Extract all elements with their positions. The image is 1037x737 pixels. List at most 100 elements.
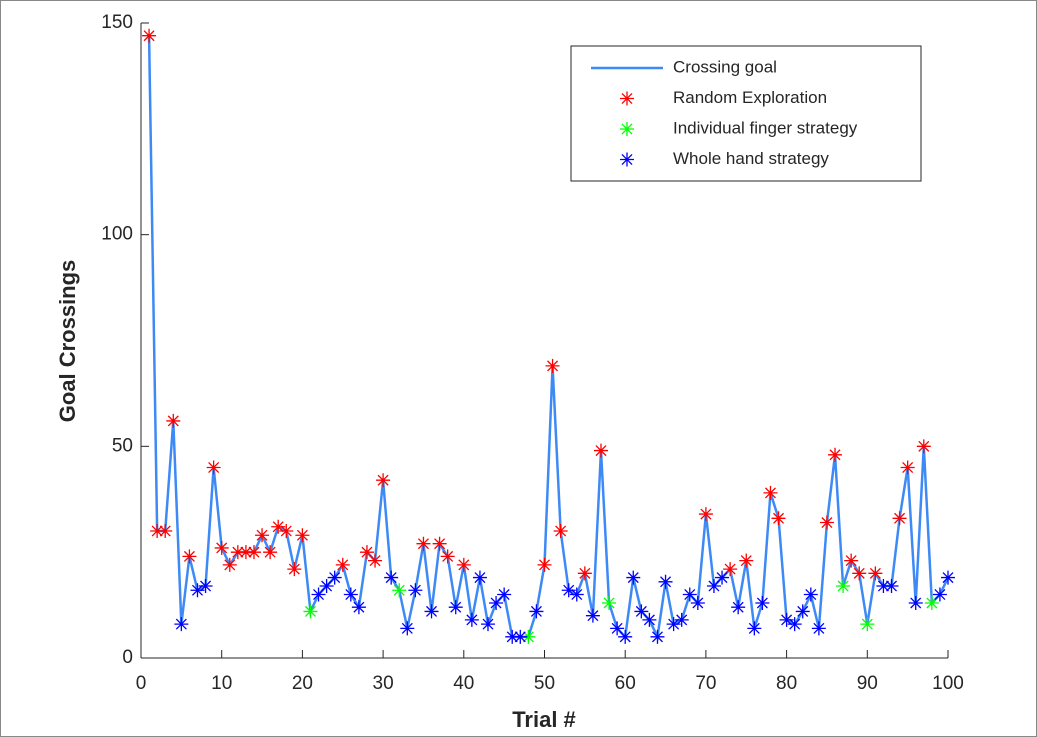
legend-label: Crossing goal bbox=[673, 57, 777, 76]
x-tick-label: 0 bbox=[136, 673, 147, 694]
x-axis-label: Trial # bbox=[512, 707, 576, 732]
legend-marker bbox=[620, 91, 634, 106]
data-marker bbox=[844, 553, 859, 568]
data-marker bbox=[860, 617, 875, 632]
data-marker bbox=[238, 545, 253, 560]
data-marker bbox=[674, 612, 689, 627]
data-marker bbox=[787, 617, 802, 632]
data-marker bbox=[755, 595, 770, 610]
data-marker bbox=[311, 587, 326, 602]
x-tick-label: 80 bbox=[776, 673, 797, 694]
data-marker bbox=[569, 587, 584, 602]
data-marker bbox=[464, 612, 479, 627]
y-tick-label: 100 bbox=[101, 224, 133, 245]
data-marker bbox=[876, 579, 891, 594]
x-tick-label: 20 bbox=[292, 673, 313, 694]
data-marker bbox=[682, 587, 697, 602]
data-marker bbox=[739, 553, 754, 568]
data-marker bbox=[852, 566, 867, 581]
data-marker bbox=[489, 595, 504, 610]
data-marker bbox=[690, 595, 705, 610]
data-marker bbox=[593, 443, 608, 458]
data-line bbox=[147, 35, 950, 642]
data-marker bbox=[182, 549, 197, 564]
data-marker bbox=[351, 600, 366, 615]
x-tick-label: 40 bbox=[453, 673, 474, 694]
data-marker bbox=[884, 579, 899, 594]
data-marker bbox=[521, 629, 536, 644]
data-marker bbox=[666, 617, 681, 632]
data-marker bbox=[408, 583, 423, 598]
data-marker bbox=[828, 447, 843, 462]
data-marker bbox=[932, 587, 947, 602]
data-marker bbox=[343, 587, 358, 602]
data-marker bbox=[142, 28, 157, 43]
x-tick-label: 100 bbox=[932, 673, 964, 694]
data-marker bbox=[537, 557, 552, 572]
data-marker bbox=[295, 528, 310, 543]
data-marker bbox=[174, 617, 189, 632]
data-marker bbox=[634, 604, 649, 619]
data-marker bbox=[279, 524, 294, 538]
data-marker bbox=[658, 574, 673, 589]
data-marker bbox=[206, 460, 221, 475]
data-marker bbox=[368, 553, 383, 568]
data-marker bbox=[319, 579, 334, 594]
data-marker bbox=[892, 511, 907, 526]
data-marker bbox=[513, 629, 528, 644]
data-marker bbox=[230, 545, 245, 560]
data-marker bbox=[529, 604, 544, 619]
data-marker bbox=[924, 595, 939, 610]
data-marker bbox=[287, 562, 302, 577]
data-marker bbox=[472, 570, 487, 585]
y-tick-label: 150 bbox=[101, 12, 133, 33]
data-marker bbox=[916, 439, 931, 454]
data-marker bbox=[392, 583, 407, 598]
data-marker bbox=[642, 612, 657, 627]
y-tick-label: 50 bbox=[112, 435, 133, 456]
data-marker bbox=[214, 540, 229, 555]
data-marker bbox=[836, 579, 851, 594]
data-marker bbox=[602, 595, 617, 610]
legend-label: Random Exploration bbox=[673, 88, 827, 107]
data-marker bbox=[327, 570, 342, 585]
data-marker bbox=[577, 566, 592, 581]
data-marker bbox=[868, 566, 883, 581]
data-marker bbox=[561, 583, 576, 598]
x-tick-label: 70 bbox=[695, 673, 716, 694]
legend-marker bbox=[620, 122, 634, 136]
y-tick-label: 0 bbox=[122, 647, 133, 668]
data-marker bbox=[263, 545, 278, 560]
data-marker bbox=[771, 511, 786, 526]
data-marker bbox=[650, 629, 665, 644]
data-marker bbox=[819, 515, 834, 530]
data-marker bbox=[271, 519, 286, 534]
data-marker bbox=[384, 570, 399, 585]
data-marker bbox=[416, 536, 431, 551]
data-marker bbox=[553, 524, 568, 538]
data-marker bbox=[359, 545, 374, 560]
legend: Crossing goal Random Exploration Individua… bbox=[570, 45, 922, 182]
x-tick-label: 30 bbox=[373, 673, 394, 694]
data-marker bbox=[440, 549, 455, 564]
data-marker bbox=[456, 557, 471, 572]
data-marker bbox=[335, 557, 350, 572]
x-tick-label: 10 bbox=[211, 673, 232, 694]
data-marker bbox=[303, 604, 318, 619]
data-marker bbox=[481, 617, 496, 632]
data-marker bbox=[497, 587, 512, 602]
data-marker bbox=[505, 629, 520, 644]
x-tick-label: 50 bbox=[534, 673, 555, 694]
data-marker bbox=[158, 524, 173, 538]
data-marker bbox=[166, 413, 181, 428]
y-axis-label: Goal Crossings bbox=[55, 260, 80, 423]
data-marker bbox=[723, 562, 738, 577]
data-marker bbox=[795, 604, 810, 619]
data-marker bbox=[150, 524, 165, 538]
data-marker bbox=[908, 595, 923, 610]
legend-marker bbox=[620, 152, 634, 167]
data-marker bbox=[811, 621, 826, 636]
data-marker bbox=[424, 604, 439, 619]
data-marker bbox=[255, 528, 270, 543]
